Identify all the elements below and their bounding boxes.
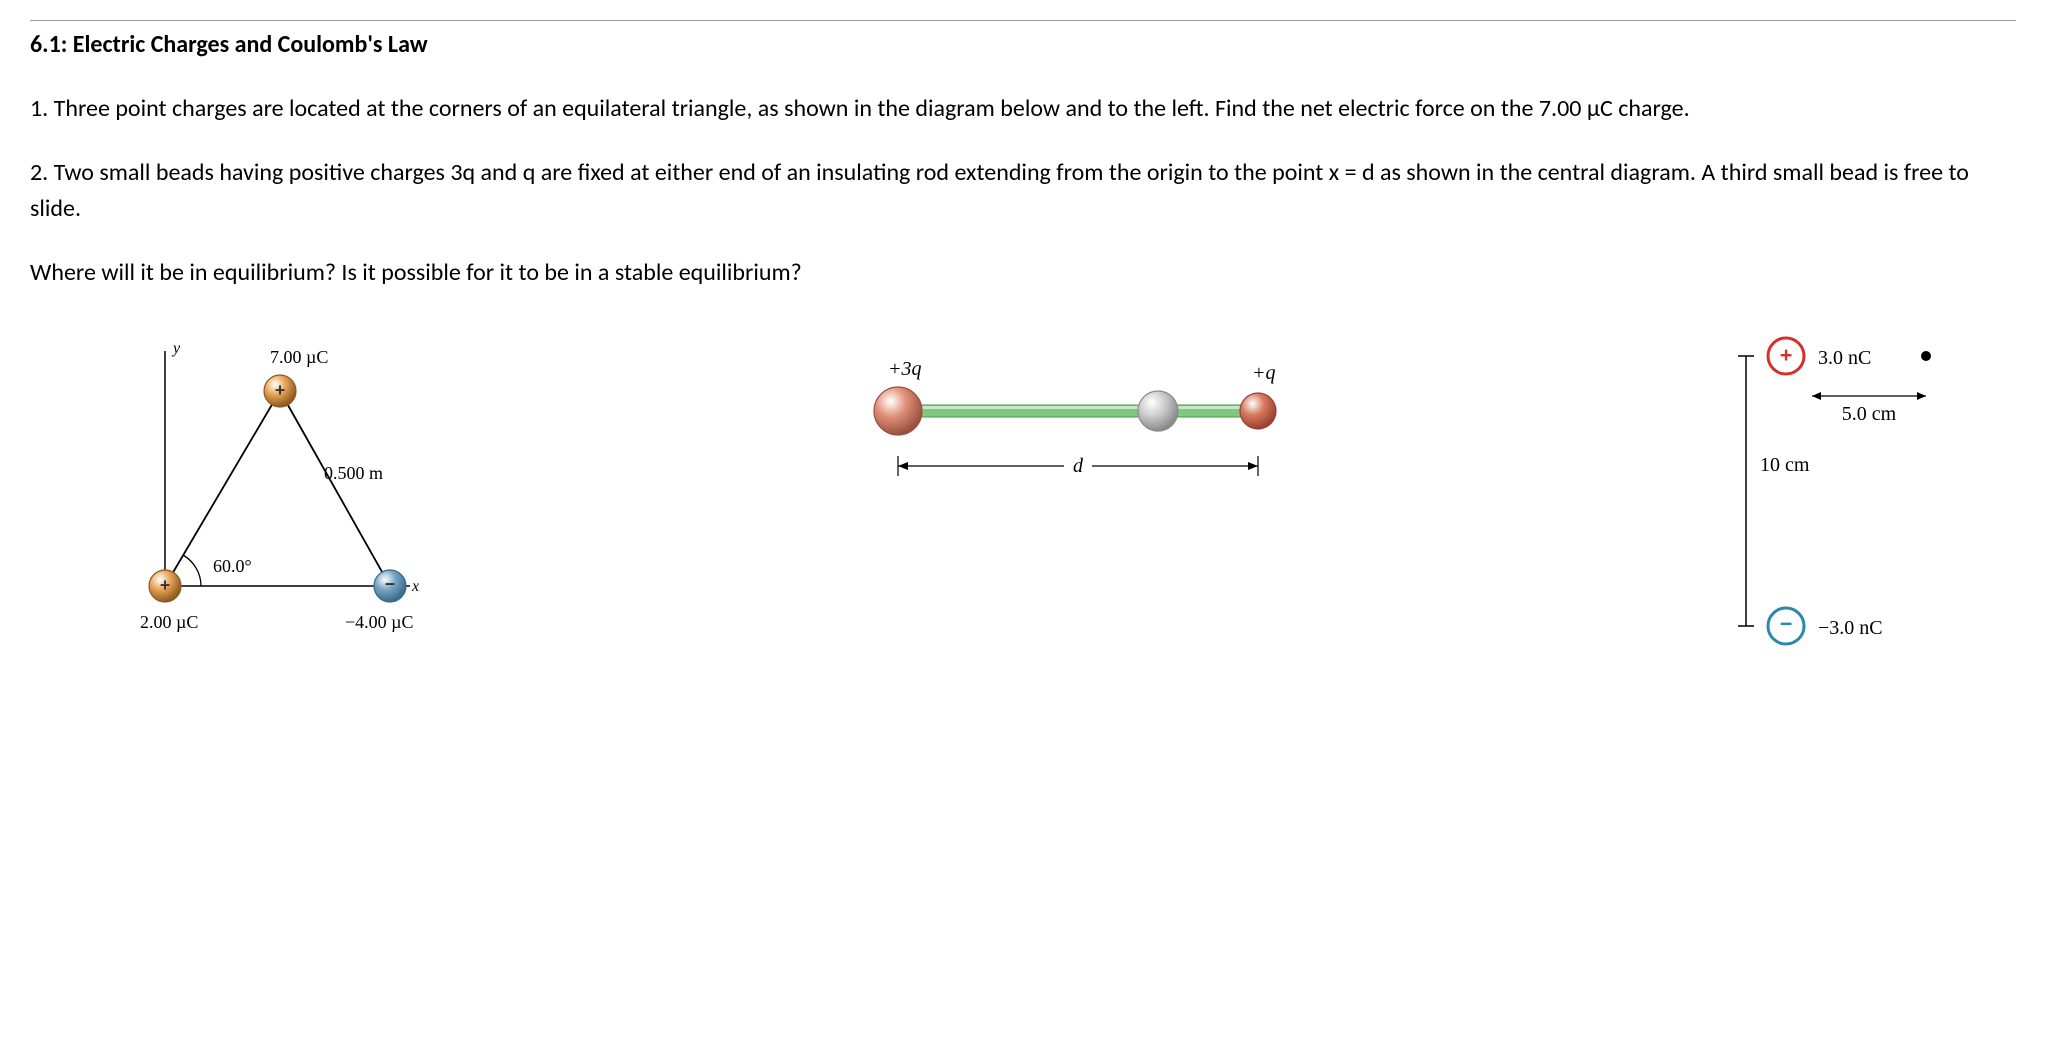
problem-2b-text: Where will it be in equilibrium? Is it p… <box>30 255 2016 291</box>
svg-text:+q: +q <box>1252 362 1276 384</box>
svg-text:2.00 µC: 2.00 µC <box>140 612 198 632</box>
svg-text:60.0°: 60.0° <box>213 556 252 576</box>
svg-text:7.00 µC: 7.00 µC <box>270 347 328 367</box>
svg-text:+: + <box>160 575 170 595</box>
diagram-rod: d +3q +q <box>838 321 1308 532</box>
svg-text:3.0 nC: 3.0 nC <box>1818 347 1871 369</box>
svg-text:d: d <box>1073 455 1084 477</box>
svg-text:5.0 cm: 5.0 cm <box>1842 403 1897 425</box>
problem-1-text: 1. Three point charges are located at th… <box>30 91 2016 127</box>
svg-text:y: y <box>171 340 181 357</box>
svg-text:0.500 m: 0.500 m <box>324 463 383 483</box>
svg-text:−: − <box>1780 611 1793 636</box>
section-title: 6.1: Electric Charges and Coulomb's Law <box>30 20 2016 63</box>
svg-text:−3.0 nC: −3.0 nC <box>1818 617 1883 639</box>
diagram-dipole: 10 cm 5.0 cm +3.0 nC − −3.0 nC <box>1726 321 1956 672</box>
svg-text:−: − <box>385 574 395 594</box>
problem-2-text: 2. Two small beads having positive charg… <box>30 155 2016 227</box>
svg-text:x: x <box>411 578 419 595</box>
svg-text:−4.00 µC: −4.00 µC <box>345 612 414 632</box>
svg-text:+3q: +3q <box>888 358 922 380</box>
diagram-triangle: y x 60.0° 0.500 m +7.00 µC +2.00 µC − −4.00 µC <box>110 321 420 662</box>
svg-text:10 cm: 10 cm <box>1760 454 1810 476</box>
diagrams-row: yx60.0°0.500 m+7.00 µC+2.00 µC−−4.00 µC … <box>30 321 2016 672</box>
svg-text:+: + <box>275 380 285 400</box>
svg-text:+: + <box>1780 342 1793 367</box>
